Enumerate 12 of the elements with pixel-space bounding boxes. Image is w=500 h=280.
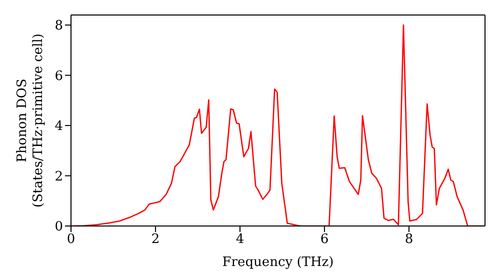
y-tick-label: 6: [54, 68, 63, 84]
y-tick-label: 8: [54, 18, 63, 34]
x-axis-title: Frequency (THz): [222, 255, 334, 270]
x-tick-label: 8: [404, 232, 414, 248]
x-tick-label: 0: [66, 232, 76, 248]
y-tick-label: 4: [54, 119, 63, 134]
x-tick-label: 6: [320, 232, 329, 248]
x-tick-label: 2: [151, 232, 160, 248]
y-tick-label: 0: [54, 220, 63, 235]
x-tick-label: 4: [236, 232, 244, 248]
y-axis-title: Phonon DOS (States/THz·primitive cell): [15, 33, 46, 208]
y-tick-label: 2: [54, 169, 63, 184]
